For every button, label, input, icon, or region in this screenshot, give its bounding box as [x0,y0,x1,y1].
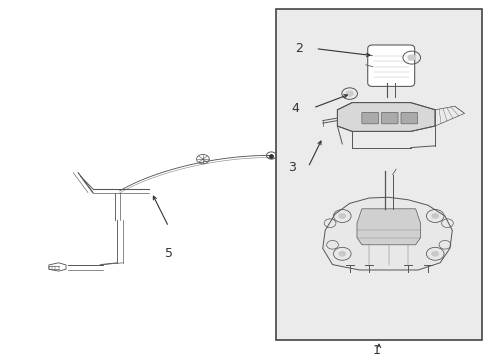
Text: 3: 3 [287,161,295,174]
Text: 5: 5 [164,247,172,260]
FancyBboxPatch shape [367,45,414,86]
Polygon shape [356,209,420,245]
FancyBboxPatch shape [361,112,378,124]
Circle shape [338,213,346,219]
Text: 4: 4 [290,102,298,114]
Text: 1: 1 [372,345,380,357]
FancyBboxPatch shape [400,112,417,124]
Polygon shape [49,263,66,271]
Bar [276,9,481,340]
Polygon shape [337,103,434,131]
Polygon shape [322,197,451,270]
Circle shape [407,54,415,61]
Circle shape [345,91,353,96]
Text: 2: 2 [295,42,303,55]
Circle shape [338,251,346,257]
FancyBboxPatch shape [381,112,397,124]
Circle shape [430,251,438,257]
Circle shape [430,213,438,219]
